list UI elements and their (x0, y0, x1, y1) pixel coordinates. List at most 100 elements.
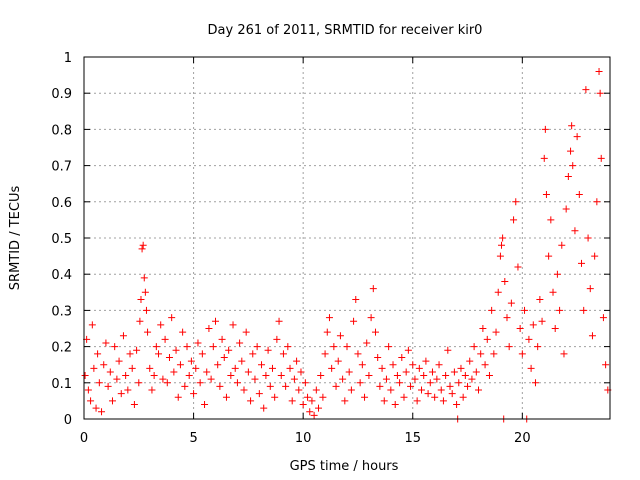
data-point (260, 404, 268, 412)
data-point (407, 382, 415, 390)
data-point (529, 321, 537, 329)
data-point (466, 357, 474, 365)
data-point (580, 306, 588, 314)
data-point (413, 397, 421, 405)
data-point (597, 154, 605, 162)
y-axis-title: SRMTID / TECUs (8, 186, 23, 291)
data-point (573, 133, 581, 141)
data-point (238, 357, 246, 365)
x-tick-label: 0 (80, 431, 88, 446)
data-point (323, 328, 331, 336)
data-point (325, 314, 333, 322)
data-point (185, 372, 193, 380)
data-point (409, 361, 417, 369)
data-point (170, 368, 178, 376)
data-point (534, 343, 542, 351)
data-point (117, 390, 125, 398)
data-point (584, 234, 592, 242)
y-tick-label: 0.4 (51, 268, 72, 283)
data-point (369, 285, 377, 293)
data-point (505, 343, 513, 351)
axis-ticks: 00.10.20.30.40.50.60.70.80.910 5 10 15 20 (51, 51, 610, 446)
data-point (130, 401, 138, 409)
data-point (84, 386, 92, 394)
data-point (593, 198, 601, 206)
data-point (321, 350, 329, 358)
data-point (179, 328, 187, 336)
data-point (295, 386, 303, 394)
data-point (387, 386, 395, 394)
data-point (275, 317, 283, 325)
data-point (371, 328, 379, 336)
data-point (317, 372, 325, 380)
data-point (136, 317, 144, 325)
data-point (227, 372, 235, 380)
data-point (444, 346, 452, 354)
data-point (218, 335, 226, 343)
data-point (404, 346, 412, 354)
data-point (266, 382, 274, 390)
data-point (356, 379, 364, 387)
data-point (247, 397, 255, 405)
data-point (347, 386, 355, 394)
data-point (345, 368, 353, 376)
data-point (159, 375, 167, 383)
y-tick-label: 1 (64, 51, 72, 66)
data-point (545, 252, 553, 260)
data-point (475, 386, 482, 394)
data-point (146, 364, 154, 372)
data-point (196, 379, 204, 387)
y-tick-label: 0.3 (51, 304, 72, 319)
data-point (148, 386, 156, 394)
data-point (485, 372, 493, 380)
data-point (479, 325, 487, 332)
data-point (468, 375, 476, 383)
data-point (562, 205, 570, 213)
data-point (343, 343, 351, 351)
data-point (437, 386, 445, 394)
data-point (133, 346, 141, 354)
data-point (464, 382, 472, 390)
data-point (503, 314, 511, 322)
data-point (510, 216, 518, 224)
y-tick-label: 0.5 (51, 232, 72, 247)
data-point (258, 361, 266, 369)
data-point (426, 379, 434, 387)
data-point (538, 317, 546, 325)
data-point (499, 234, 507, 242)
data-point (124, 386, 132, 394)
data-point (431, 393, 439, 401)
data-point (115, 357, 123, 365)
data-point (165, 353, 173, 361)
data-point (139, 241, 147, 249)
chart-title: Day 261 of 2011, SRMTID for receiver kir… (208, 23, 483, 38)
data-point (433, 375, 441, 383)
data-point (540, 154, 548, 162)
x-tick-label: 5 (189, 431, 197, 446)
data-point (279, 350, 287, 358)
data-point (108, 397, 116, 405)
data-point (376, 382, 384, 390)
data-point (424, 390, 432, 398)
data-point (128, 364, 136, 372)
data-point (586, 285, 594, 293)
data-point (361, 393, 369, 401)
data-point (512, 198, 520, 206)
data-point (378, 364, 386, 372)
data-point (141, 288, 149, 296)
data-point (172, 346, 180, 354)
data-point (439, 397, 447, 405)
data-point (402, 368, 410, 376)
data-point (521, 306, 529, 314)
data-point (339, 375, 347, 383)
y-tick-label: 0.2 (51, 341, 72, 356)
data-point (198, 350, 206, 358)
data-point (286, 364, 294, 372)
data-point (253, 343, 261, 351)
data-point (477, 350, 485, 358)
data-point (113, 375, 121, 383)
data-point (271, 393, 279, 401)
data-point (122, 372, 130, 380)
data-point (161, 335, 169, 343)
data-point (556, 306, 564, 314)
